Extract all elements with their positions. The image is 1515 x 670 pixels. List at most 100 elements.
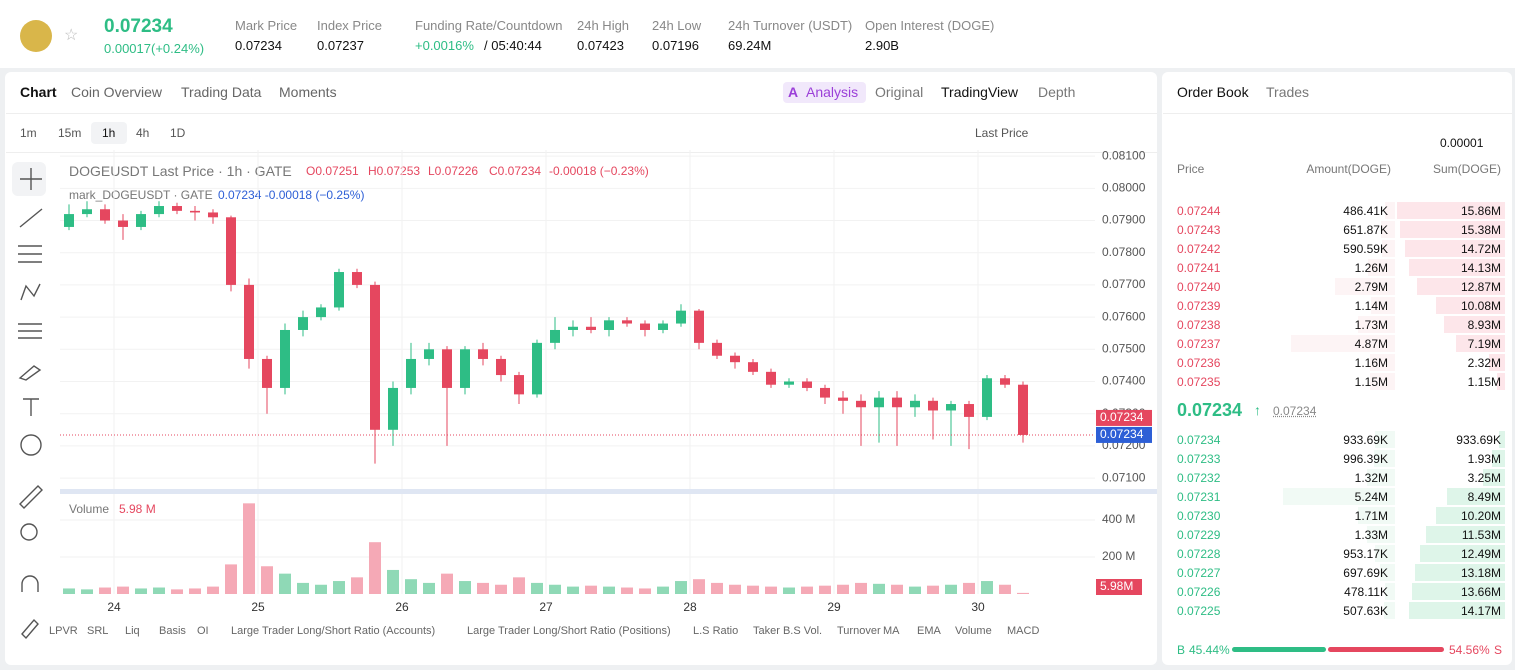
buy-side: B (1177, 643, 1186, 657)
book-tab[interactable]: Trades (1266, 84, 1310, 100)
book-price[interactable]: 0.07229 (1177, 528, 1221, 542)
book-price[interactable]: 0.07235 (1177, 375, 1221, 389)
brush-tool[interactable] (18, 365, 42, 381)
book-sum: 8.93M (1467, 318, 1501, 332)
precision[interactable]: 0.00001 (1440, 136, 1484, 150)
chart-tab[interactable]: Trading Data (181, 84, 262, 100)
indicator-tab[interactable]: LPVR (49, 625, 78, 637)
book-arrow: ↑ (1254, 402, 1261, 418)
favorite-star[interactable]: ☆ (64, 27, 79, 44)
ruler-tool[interactable] (19, 485, 43, 509)
chart-tab[interactable]: Coin Overview (71, 84, 163, 100)
book-price[interactable]: 0.07242 (1177, 242, 1221, 256)
book-price[interactable]: 0.07227 (1177, 566, 1221, 580)
view-tab[interactable]: Original (875, 84, 924, 100)
book-price[interactable]: 0.07225 (1177, 604, 1221, 618)
indicator-tab[interactable]: Large Trader Long/Short Ratio (Positions… (467, 625, 671, 637)
indicator-tab[interactable]: Liq (125, 625, 140, 637)
book-amount: 1.71M (1354, 509, 1388, 523)
book-price[interactable]: 0.07240 (1177, 280, 1221, 294)
stat-label: Index Price (317, 18, 383, 33)
book-amount: 590.59K (1343, 242, 1388, 256)
book-tab[interactable]: Order Book (1177, 84, 1249, 100)
interval[interactable]: 4h (136, 126, 150, 140)
interval[interactable]: 15m (58, 126, 82, 140)
view-tab[interactable]: TradingView (941, 84, 1019, 100)
interval[interactable]: 1h (102, 126, 116, 140)
book-price[interactable]: 0.07241 (1177, 261, 1221, 275)
line-tool[interactable] (19, 208, 43, 228)
book-price[interactable]: 0.07238 (1177, 318, 1221, 332)
indicator-tab[interactable]: OI (197, 625, 209, 637)
book-price[interactable]: 0.07226 (1177, 585, 1221, 599)
fib-tool[interactable] (18, 323, 42, 339)
book-price[interactable]: 0.07239 (1177, 299, 1221, 313)
book-sum: 12.87M (1460, 280, 1501, 294)
book-amount: 1.32M (1354, 471, 1388, 485)
edit-tool[interactable] (21, 618, 39, 640)
indicator-tab[interactable]: EMA (917, 625, 941, 637)
chart-tab[interactable]: Chart (20, 84, 57, 100)
interval[interactable]: 1m (20, 126, 37, 140)
indicator-tab[interactable]: Taker B.S Vol. (753, 625, 823, 637)
analysis-button[interactable] (783, 82, 866, 103)
text-tool[interactable] (23, 398, 39, 416)
book-price[interactable]: 0.07231 (1177, 490, 1221, 504)
amount-bar (1375, 431, 1395, 448)
magnet-tool[interactable] (21, 575, 39, 592)
book-amount: 2.79M (1354, 280, 1388, 294)
amount-bar (1368, 259, 1395, 276)
sum-bar (1426, 526, 1505, 543)
interval[interactable]: 1D (170, 126, 186, 140)
book-price[interactable]: 0.07233 (1177, 452, 1221, 466)
book-price[interactable]: 0.07234 (1177, 433, 1221, 447)
amount-bar (1380, 564, 1395, 581)
book-price[interactable]: 0.07230 (1177, 509, 1221, 523)
book-price[interactable]: 0.07237 (1177, 337, 1221, 351)
book-sum: 7.19M (1467, 337, 1501, 351)
stat-label: Open Interest (DOGE) (865, 18, 995, 33)
crosshair-tool[interactable] (20, 168, 42, 190)
sum-bar (1482, 469, 1505, 486)
chart-tab[interactable]: Moments (279, 84, 337, 100)
pattern-tool[interactable] (20, 283, 41, 301)
zoom-tool[interactable] (20, 523, 38, 541)
price-type[interactable]: Last Price (975, 126, 1029, 140)
parallel-tool[interactable] (18, 245, 42, 263)
book-sum: 2.32M (1467, 356, 1501, 370)
sum-bar (1489, 354, 1505, 371)
book-sum: 10.20M (1460, 509, 1501, 523)
legend-ohlc: L0.07226 (428, 164, 479, 178)
book-amount: 478.11K (1344, 585, 1388, 599)
book-sum: 14.72M (1460, 242, 1501, 256)
legend-ohlc: H0.07253 (368, 164, 421, 178)
book-sum: 1.93M (1467, 452, 1501, 466)
book-amount: 651.87K (1343, 223, 1388, 237)
sum-bar (1497, 373, 1505, 390)
amount-bar (1335, 278, 1395, 295)
book-sum: 14.17M (1460, 604, 1501, 618)
book-price[interactable]: 0.07244 (1177, 204, 1221, 218)
amount-bar (1283, 488, 1395, 505)
book-amount: 1.26M (1354, 261, 1388, 275)
book-price[interactable]: 0.07236 (1177, 356, 1221, 370)
sell-side: S (1494, 643, 1503, 657)
sum-bar (1491, 450, 1505, 467)
indicator-tab[interactable]: SRL (87, 625, 109, 637)
indicator-tab[interactable]: MA (883, 625, 900, 637)
book-price[interactable]: 0.07232 (1177, 471, 1221, 485)
indicator-tab[interactable]: Large Trader Long/Short Ratio (Accounts) (231, 625, 436, 637)
indicator-tab[interactable]: L.S Ratio (693, 625, 739, 637)
book-price[interactable]: 0.07243 (1177, 223, 1221, 237)
book-price[interactable]: 0.07228 (1177, 547, 1221, 561)
indicator-tab[interactable]: MACD (1007, 625, 1040, 637)
emoji-tool[interactable] (20, 434, 42, 456)
book-sum: 11.53M (1461, 528, 1501, 542)
book-sum: 15.38M (1460, 223, 1501, 237)
view-tab[interactable]: Depth (1038, 84, 1076, 100)
indicator-tab[interactable]: Volume (955, 625, 992, 637)
indicator-tab[interactable]: Turnover (837, 625, 881, 637)
analysis-label[interactable]: Analysis (806, 84, 859, 100)
indicator-tab[interactable]: Basis (159, 625, 186, 637)
